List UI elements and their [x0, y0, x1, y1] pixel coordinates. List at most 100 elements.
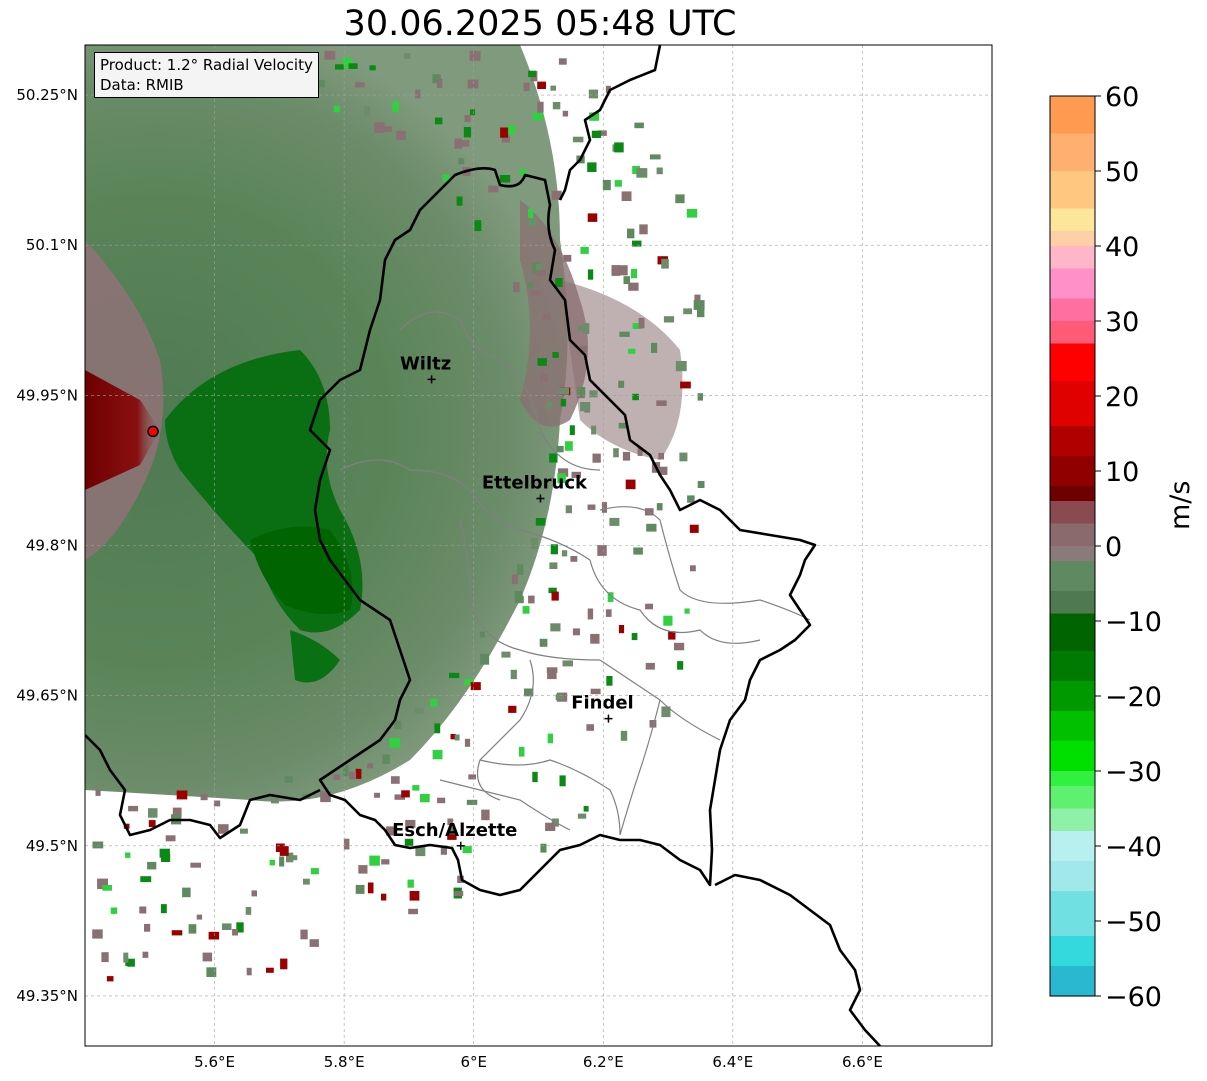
- echo-speckle: [523, 82, 530, 92]
- echo-speckle: [464, 115, 471, 122]
- echo-speckle: [586, 724, 594, 731]
- echo-speckle: [448, 827, 455, 839]
- echo-speckle: [480, 653, 490, 665]
- echo-speckle: [251, 890, 257, 897]
- echo-speckle: [683, 308, 693, 315]
- colorbar-tick-label-9: −30: [1105, 757, 1162, 788]
- echo-speckle: [519, 169, 527, 176]
- echo-speckle: [369, 855, 380, 866]
- city-label: Findel: [571, 693, 634, 714]
- colorbar-segment: [1050, 381, 1095, 427]
- colorbar-segment: [1050, 501, 1095, 525]
- city-marker-icon: [536, 494, 545, 503]
- echo-speckle: [290, 855, 298, 861]
- echo-speckle: [363, 106, 371, 116]
- echo-speckle: [572, 136, 584, 143]
- echo-speckle: [454, 734, 460, 741]
- echo-speckle: [222, 923, 232, 930]
- echo-speckle: [414, 708, 424, 714]
- product-label: Product: 1.2° Radial Velocity: [100, 56, 313, 74]
- echo-speckle: [623, 276, 631, 285]
- echo-speckle: [694, 294, 701, 302]
- echo-speckle: [506, 125, 516, 135]
- echo-speckle: [645, 603, 653, 610]
- echo-speckle: [165, 835, 176, 842]
- echo-speckle: [148, 808, 158, 818]
- echo-speckle: [668, 631, 676, 640]
- colorbar-segment: [1050, 208, 1095, 232]
- colorbar-tick-label-11: −50: [1105, 907, 1162, 938]
- echo-speckle: [358, 865, 368, 874]
- echo-speckle: [684, 608, 690, 614]
- echo-speckle: [601, 502, 607, 513]
- lat-tick-label-5: 49.5°N: [26, 837, 78, 855]
- lat-tick-label-0: 50.25°N: [16, 86, 78, 104]
- echo-speckle: [618, 380, 625, 388]
- echo-speckle: [213, 800, 221, 807]
- echo-speckle: [349, 771, 357, 780]
- lon-tick-label-3: 6.2°E: [583, 1053, 624, 1071]
- echo-speckle: [637, 447, 643, 456]
- echo-speckle: [625, 479, 636, 490]
- echo-speckle: [658, 452, 664, 460]
- map-title: 30.06.2025 05:48 UTC: [343, 4, 737, 44]
- colorbar-tick-label-2: 40: [1105, 232, 1139, 263]
- colorbar-segment: [1050, 861, 1095, 892]
- echo-speckle: [537, 358, 547, 366]
- echo-speckle: [159, 848, 170, 858]
- echo-speckle: [631, 268, 638, 279]
- echo-speckle: [645, 662, 655, 670]
- echo-speckle: [160, 904, 167, 914]
- city-markers: Wiltz Ettelbruck Findel Esch/Alzette: [392, 353, 634, 850]
- echo-speckle: [458, 158, 465, 165]
- echo-speckle: [639, 224, 648, 235]
- echo-speckle: [536, 263, 542, 271]
- colorbar-segment: [1050, 546, 1095, 562]
- echo-speckle: [649, 720, 657, 728]
- country-borders: [85, 45, 881, 1046]
- city-findel: Findel: [571, 693, 634, 723]
- colorbar-segment: [1050, 651, 1095, 682]
- echo-speckle: [634, 122, 644, 129]
- echo-speckle: [557, 468, 569, 477]
- echo-speckle: [147, 861, 157, 870]
- city-marker-icon: [427, 375, 436, 384]
- echo-speckle: [587, 162, 597, 172]
- echo-speckle: [656, 503, 663, 511]
- colorbar-segment: [1050, 321, 1095, 345]
- echo-speckle: [208, 931, 220, 940]
- echo-speckle: [545, 822, 556, 831]
- echo-speckle: [367, 882, 374, 894]
- echo-speckle: [333, 105, 340, 113]
- echo-speckle: [286, 852, 294, 863]
- echo-speckle: [636, 168, 648, 178]
- echo-speckle: [590, 688, 601, 695]
- echo-speckle: [558, 387, 570, 395]
- echo-speckle: [551, 190, 562, 200]
- echo-speckle: [466, 799, 478, 805]
- echo-speckle: [432, 74, 441, 84]
- echo-speckle: [560, 398, 567, 407]
- echo-speckle: [580, 246, 589, 254]
- echo-speckle: [686, 209, 698, 218]
- echo-speckle: [236, 922, 244, 933]
- echo-speckle: [696, 308, 705, 318]
- colorbar-segment: [1050, 711, 1095, 742]
- echo-speckle: [558, 58, 567, 65]
- echo-speckle: [269, 859, 275, 866]
- city-label: Wiltz: [400, 353, 451, 374]
- echo-speckle: [182, 887, 191, 898]
- echo-speckle: [161, 853, 171, 862]
- echo-speckle: [627, 228, 635, 239]
- colorbar-segment: [1050, 808, 1095, 832]
- echo-speckle: [514, 591, 523, 600]
- echo-speckle: [565, 505, 572, 514]
- echo-speckle: [462, 846, 472, 854]
- echo-speckle: [499, 175, 511, 183]
- echo-speckle: [580, 402, 591, 412]
- echo-speckle: [232, 929, 238, 936]
- echo-speckle: [454, 891, 464, 897]
- echo-speckle: [123, 952, 129, 963]
- echo-speckle: [571, 471, 581, 478]
- colorbar-segment: [1050, 561, 1095, 592]
